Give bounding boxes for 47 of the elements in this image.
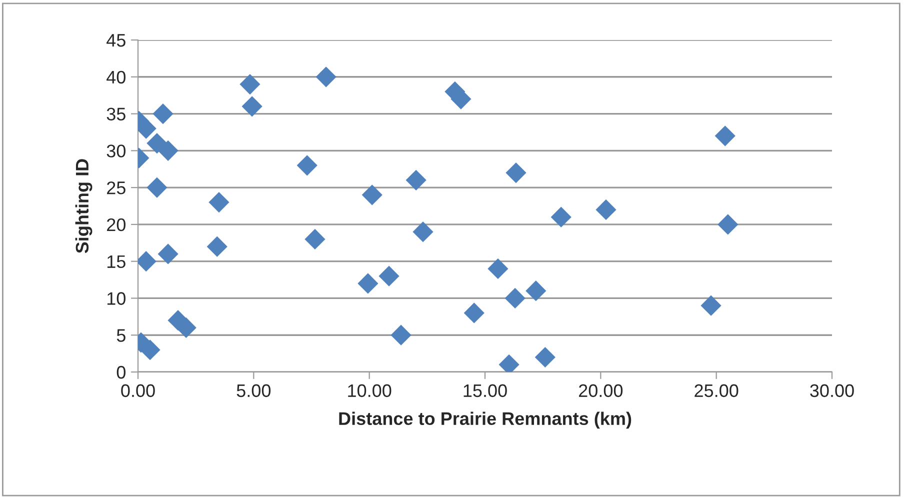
y-tick-label: 35 (106, 108, 126, 120)
y-tick-label: 10 (107, 292, 126, 305)
point (700, 295, 722, 316)
point (242, 96, 262, 117)
point (152, 103, 174, 124)
point (146, 177, 168, 198)
y-axis-title: Sighting ID (75, 159, 92, 254)
point (506, 162, 526, 184)
point (240, 74, 260, 95)
x-tick-label: 15.00 (464, 384, 507, 398)
point (206, 236, 228, 257)
y-tick-label: 20 (107, 218, 126, 232)
point (358, 273, 378, 294)
x-tick-label: 25.00 (694, 384, 738, 398)
y-tick-label: 25 (107, 181, 126, 194)
point (406, 170, 426, 190)
point (718, 214, 738, 235)
point (208, 192, 230, 213)
point (390, 324, 412, 346)
y-tick-label: 30 (106, 144, 126, 158)
x-axis-title: Distance to Prairie Remnants (km) (339, 412, 632, 429)
point (378, 266, 400, 286)
y-tick-label: 40 (106, 70, 126, 84)
point (158, 244, 178, 264)
point (304, 228, 326, 250)
point (526, 280, 546, 302)
y-tick-label: 5 (116, 329, 126, 342)
point (504, 288, 526, 309)
y-tick-label: 0 (116, 366, 126, 379)
point (464, 302, 484, 324)
x-tick-label: 0.00 (121, 384, 155, 398)
point (596, 199, 616, 220)
y-tick-label: 15 (107, 255, 126, 268)
x-tick-label: 10.00 (348, 384, 392, 398)
point (488, 258, 508, 280)
x-tick-label: 20.00 (578, 384, 623, 398)
point (146, 132, 168, 154)
x-tick-label: 5.00 (236, 384, 271, 398)
point (534, 346, 556, 368)
point (550, 206, 572, 228)
point (412, 222, 434, 242)
point (714, 126, 736, 146)
y-tick-label: 45 (106, 34, 126, 47)
point (296, 155, 318, 176)
point (362, 184, 382, 206)
x-tick-label: 30.00 (810, 384, 854, 398)
point (316, 66, 336, 88)
